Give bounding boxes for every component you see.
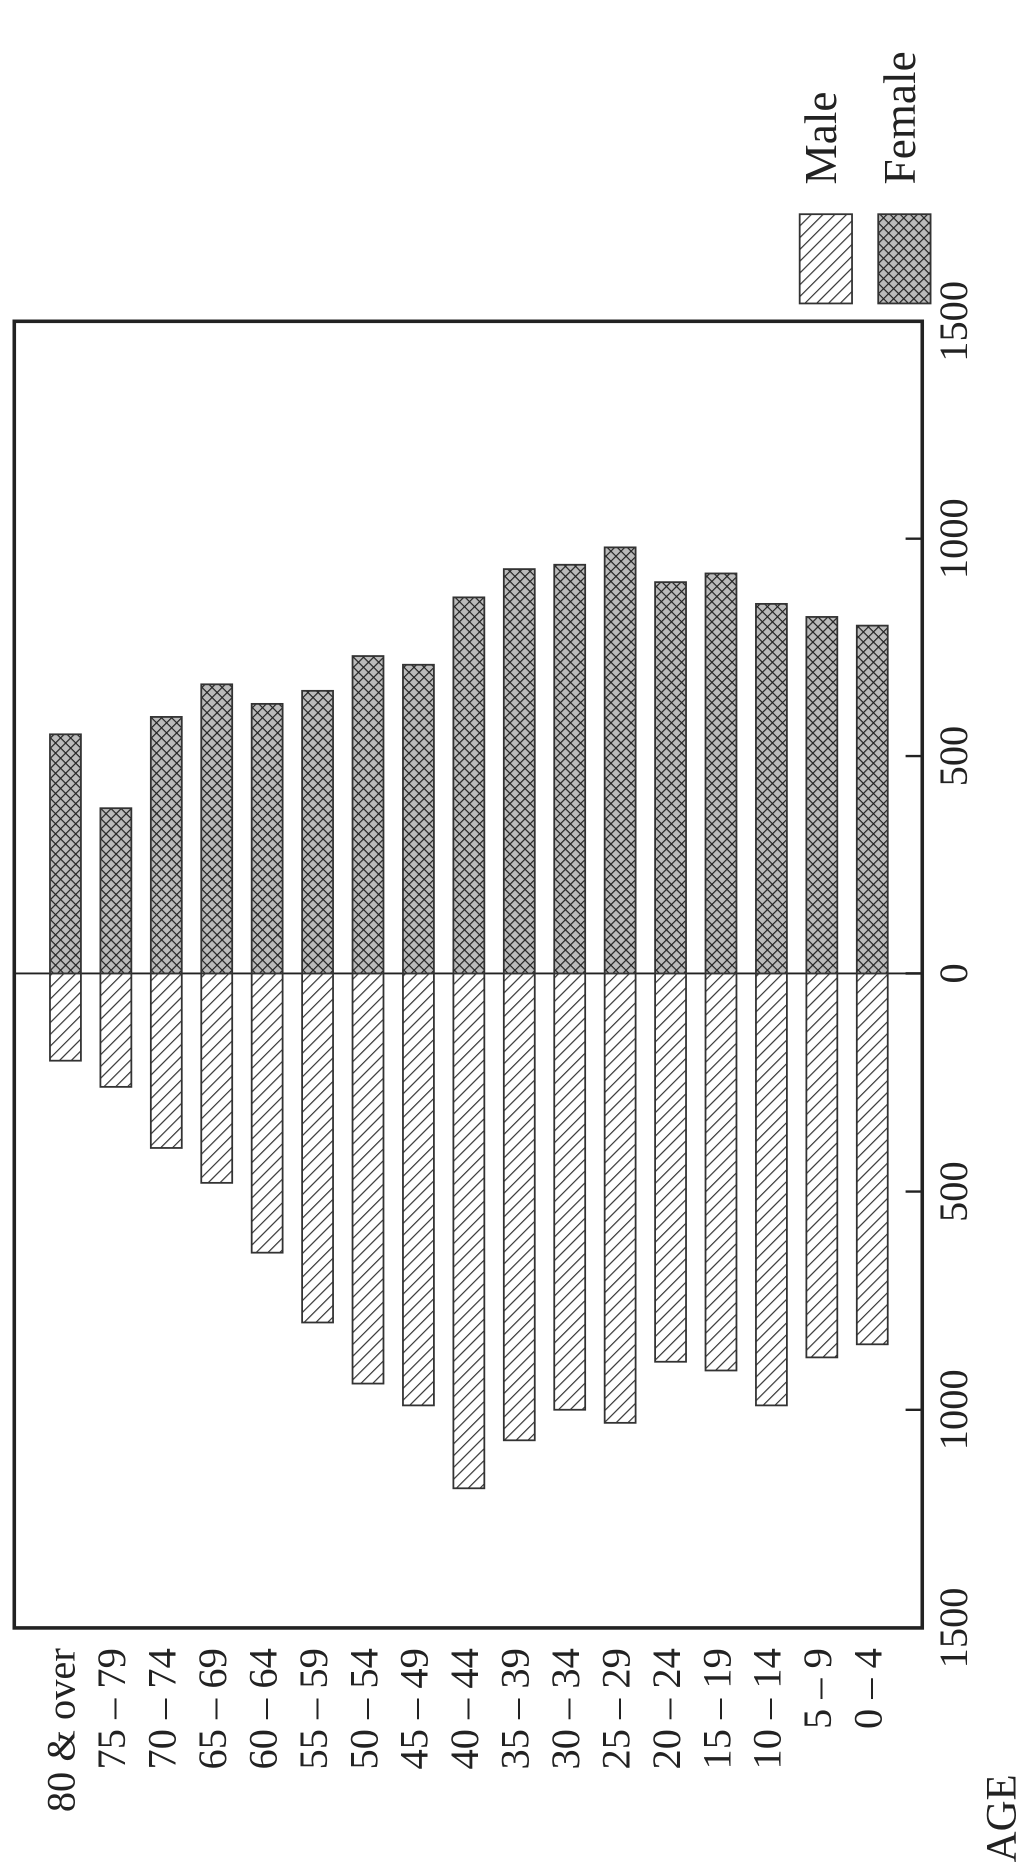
bar [452,972,486,1490]
bar [502,568,536,975]
bar [855,972,889,1346]
y-tick-label: 500 [931,726,976,787]
bar [301,689,334,975]
y-tick-label: 1500 [931,1587,976,1668]
category-label: 45 – 49 [392,1648,437,1769]
legend-label: Female [875,51,925,184]
bar [49,972,82,1062]
bar [553,563,587,975]
bar [654,972,687,1363]
bar [805,616,839,975]
bar [351,655,385,975]
category-label: 5 – 9 [795,1648,840,1729]
category-label: 20 – 24 [644,1648,689,1769]
y-tick-label: 1000 [931,498,976,579]
bar [755,602,788,975]
legend-swatch [877,213,932,305]
bar [402,972,435,1407]
bar [250,702,284,975]
bar [654,581,687,975]
plot-group: 0 500 500 1000 1000 1500 1500 80 & over 75 – 79 7… [12,51,1025,1862]
y-tick-label: 1000 [931,1369,976,1450]
bar [603,972,637,1424]
category-label: 35 – 39 [493,1648,538,1769]
y-tick-label: 0 [931,963,976,983]
bar [553,972,587,1411]
bar [250,972,284,1254]
bar [603,546,637,975]
category-label: 50 – 54 [341,1648,386,1769]
category-label: 55 – 59 [291,1648,336,1769]
category-label: 15 – 19 [694,1648,739,1769]
bar [99,807,133,975]
bar [301,972,334,1324]
bar [452,596,486,975]
category-label: 65 – 69 [190,1648,235,1769]
bar [200,683,234,975]
category-label: 80 & over [39,1648,84,1813]
bar [351,972,385,1385]
bar [855,624,889,975]
legend-label: Male [796,92,846,185]
category-label: 70 – 74 [140,1648,185,1769]
category-label: 75 – 79 [89,1648,134,1769]
y-tick-label: 500 [931,1161,976,1222]
axis-label: AGE [978,1774,1025,1862]
bar [149,716,183,975]
bar [402,663,435,975]
category-label: 30 – 34 [543,1648,588,1769]
bar [805,972,839,1359]
bar [149,972,183,1149]
category-label: 10 – 14 [745,1648,790,1769]
bar [99,972,133,1088]
category-label: 60 – 64 [240,1648,285,1769]
bar [704,572,738,975]
category-label: 40 – 44 [442,1648,487,1769]
legend-swatch [798,213,853,305]
bar [49,733,82,975]
category-label: 25 – 29 [593,1648,638,1769]
category-label: 0 – 4 [846,1648,891,1729]
bar [755,972,788,1407]
bar [200,972,234,1184]
bar [502,972,536,1442]
bar [704,972,738,1372]
y-tick-label: 1500 [931,281,976,362]
